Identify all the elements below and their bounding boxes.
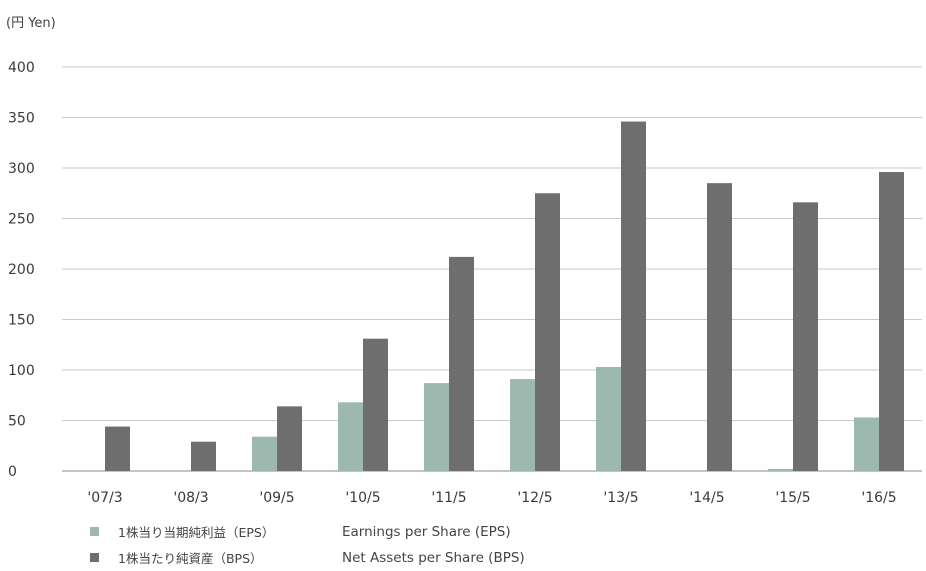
bar-bps [363, 338, 388, 471]
legend-swatch-bps [90, 553, 99, 562]
y-tick-label: 350 [8, 111, 35, 127]
y-tick-label: 300 [8, 161, 35, 177]
y-tick-label: 400 [8, 60, 35, 76]
bar-chart: 0 50 100 150 200 250 300 350 400 '07/3 '08/3 '09/5… [8, 60, 922, 506]
bar-eps [338, 402, 363, 471]
y-tick-label: 200 [8, 262, 35, 278]
x-tick-label: '10/5 [345, 490, 380, 506]
bar-bps [105, 426, 130, 471]
y-tick-label: 150 [8, 313, 35, 329]
legend-label-bps-en: Net Assets per Share (BPS) [342, 550, 525, 566]
legend-label-eps-en: Earnings per Share (EPS) [342, 524, 511, 540]
bar-eps [510, 379, 535, 471]
legend-label-bps-jp: 1株当たり純資産（BPS） [118, 551, 263, 566]
bar-bps [277, 406, 302, 471]
y-tick-label: 250 [8, 212, 35, 228]
x-tick-label: '08/3 [173, 490, 208, 506]
y-tick-label: 100 [8, 363, 35, 379]
bar-eps [252, 436, 277, 471]
bar-bps [449, 256, 474, 471]
y-tick-labels: 0 50 100 150 200 250 300 350 400 [8, 60, 35, 480]
bar-eps [768, 468, 793, 471]
x-tick-label: '13/5 [603, 490, 638, 506]
x-tick-label: '09/5 [259, 490, 294, 506]
x-tick-label: '12/5 [517, 490, 552, 506]
x-tick-labels: '07/3 '08/3 '09/5 '10/5 '11/5 '12/5 '13/5 '14/5… [87, 490, 896, 506]
bars [105, 121, 904, 472]
x-tick-label: '15/5 [775, 490, 810, 506]
bar-bps [707, 183, 732, 471]
bar-bps [191, 441, 216, 471]
x-tick-label: '07/3 [87, 490, 122, 506]
bar-bps [621, 121, 646, 471]
legend-swatch-eps [90, 527, 99, 536]
y-tick-label: 50 [8, 414, 26, 430]
legend-label-eps-jp: 1株当り当期純利益（EPS） [118, 525, 275, 540]
x-tick-label: '11/5 [431, 490, 466, 506]
y-axis-unit-label: (円 Yen) [6, 16, 56, 31]
bar-eps [596, 366, 621, 471]
x-tick-label: '16/5 [861, 490, 896, 506]
bar-eps [854, 417, 879, 471]
bar-bps [879, 172, 904, 472]
bar-eps [424, 383, 449, 471]
x-tick-label: '14/5 [689, 490, 724, 506]
bar-bps [535, 193, 560, 471]
gridlines [62, 66, 922, 472]
y-tick-label: 0 [8, 464, 17, 480]
bar-bps [793, 202, 818, 471]
